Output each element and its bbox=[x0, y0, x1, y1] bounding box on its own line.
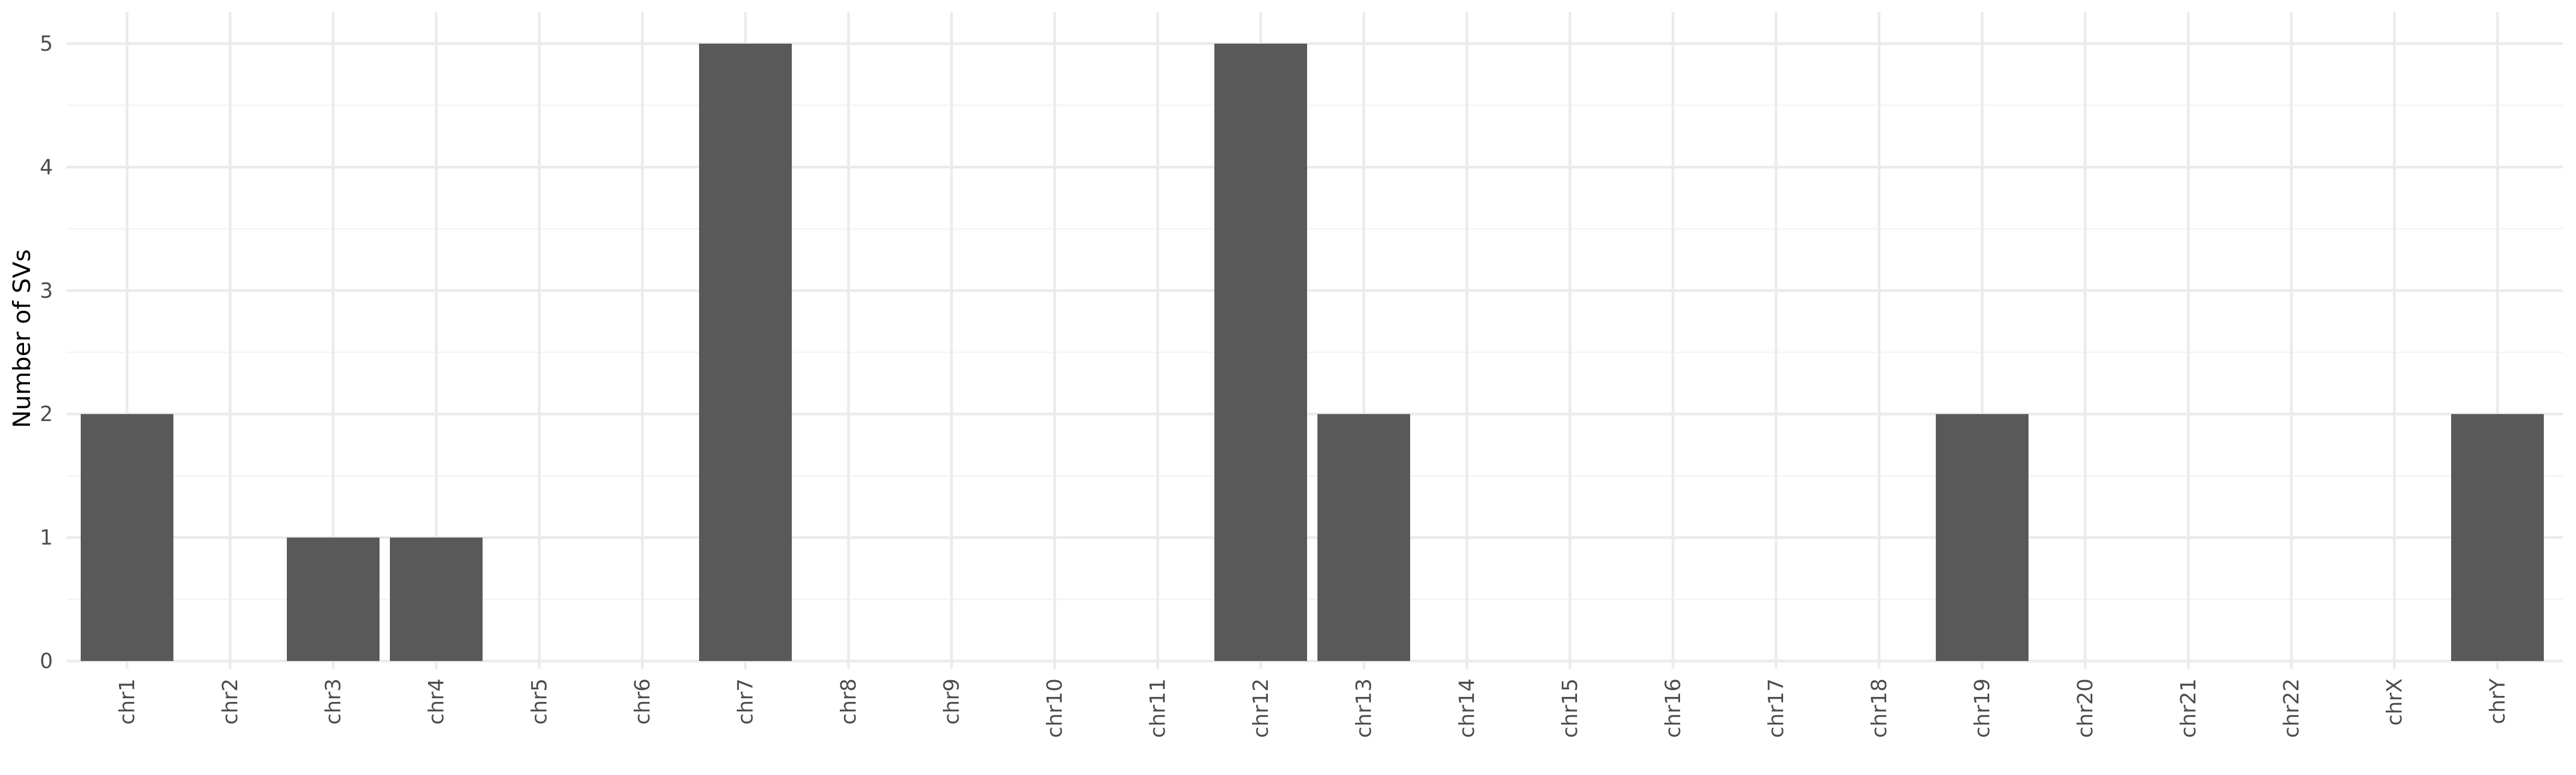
x-tick-label: chr2 bbox=[218, 678, 242, 725]
bar-chrY bbox=[2451, 414, 2544, 661]
bar-chr12 bbox=[1214, 44, 1307, 661]
x-tick-label: chr15 bbox=[1558, 678, 1582, 738]
y-tick-label: 0 bbox=[40, 649, 53, 673]
x-tick-label: chr7 bbox=[733, 678, 757, 725]
x-tick-label: chr17 bbox=[1764, 678, 1788, 738]
x-tick-label: chr4 bbox=[424, 678, 448, 725]
x-tick-label: chr3 bbox=[321, 678, 345, 725]
y-tick-label: 4 bbox=[40, 155, 53, 179]
x-tick-label: chr10 bbox=[1043, 678, 1067, 738]
x-tick-label: chr19 bbox=[1970, 678, 1994, 738]
y-axis-title: Number of SVs bbox=[8, 249, 36, 428]
bar-chr3 bbox=[287, 537, 380, 661]
x-tick-label: chr20 bbox=[2073, 678, 2097, 738]
y-tick-label: 5 bbox=[40, 32, 53, 56]
y-axis-ticks: 0 1 2 3 4 5 bbox=[40, 32, 53, 673]
y-tick-label: 1 bbox=[40, 526, 53, 550]
x-tick-label: chr12 bbox=[1249, 678, 1273, 738]
bar-chr13 bbox=[1317, 414, 1410, 661]
x-tick-label: chr6 bbox=[630, 678, 654, 725]
x-tick-label: chr8 bbox=[836, 678, 860, 725]
x-tick-label: chr18 bbox=[1867, 678, 1891, 738]
x-tick-label: chrY bbox=[2485, 678, 2509, 724]
x-tick-label: chr16 bbox=[1661, 678, 1685, 738]
x-tick-label: chr5 bbox=[527, 678, 551, 725]
bar-chr7 bbox=[699, 44, 792, 661]
y-tick-label: 2 bbox=[40, 402, 53, 426]
x-tick-label: chr1 bbox=[115, 678, 139, 725]
x-tick-label: chr22 bbox=[2279, 678, 2303, 738]
x-tick-label: chr11 bbox=[1146, 678, 1170, 738]
x-tick-label: chr13 bbox=[1352, 678, 1376, 738]
bar-layer bbox=[81, 44, 2544, 661]
bar-chr19 bbox=[1936, 414, 2029, 661]
bar-chr4 bbox=[390, 537, 483, 661]
bar-chr1 bbox=[81, 414, 173, 661]
x-tick-label: chr9 bbox=[940, 678, 964, 725]
y-tick-label: 3 bbox=[40, 279, 53, 303]
x-tick-label: chr21 bbox=[2176, 678, 2200, 738]
x-tick-label: chrX bbox=[2382, 678, 2406, 726]
x-tick-label: chr14 bbox=[1455, 678, 1479, 738]
x-axis-ticks: chr1 chr2 chr3 chr4 chr5 chr6 chr7 chr8 chr9 chr1… bbox=[115, 678, 2509, 738]
